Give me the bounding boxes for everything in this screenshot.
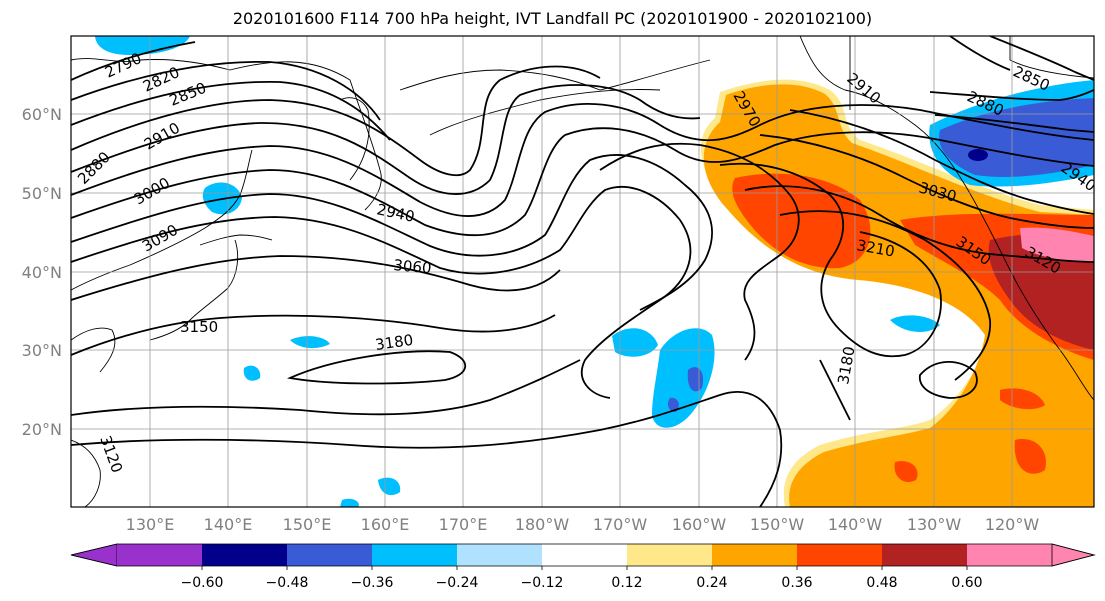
colorbar-swatch xyxy=(287,544,372,566)
colorbar-swatch xyxy=(542,544,627,566)
coastlines xyxy=(71,36,1094,507)
colorbar-swatch xyxy=(712,544,797,566)
colorbar-tick-label: 0.12 xyxy=(611,575,642,591)
colorbar-swatch xyxy=(202,544,287,566)
lat-label: 60°N xyxy=(22,105,62,124)
lon-label: 150°W xyxy=(750,515,805,534)
colorbar-tick-label: −0.36 xyxy=(351,575,394,591)
contour-label: 3060 xyxy=(393,256,433,277)
lon-label: 160°W xyxy=(672,515,727,534)
colorbar-swatch xyxy=(882,544,967,566)
colorbar-swatch xyxy=(967,544,1052,566)
colorbar-swatch xyxy=(797,544,882,566)
lon-label: 180°W xyxy=(515,515,570,534)
colorbar-tick-label: 0.60 xyxy=(951,575,982,591)
lon-label: 120°W xyxy=(985,515,1040,534)
contour-label: 3180 xyxy=(374,331,414,354)
colorbar-tick-label: 0.24 xyxy=(696,575,727,591)
colorbar: −0.60 −0.48 −0.36 −0.24 −0.12 0.12 0.24 … xyxy=(70,543,1096,591)
lon-label: 170°E xyxy=(439,515,488,534)
lon-label: 130°E xyxy=(126,515,175,534)
lon-label: 140°E xyxy=(204,515,253,534)
colorbar-tick-label: −0.24 xyxy=(436,575,479,591)
colorbar-swatch xyxy=(372,544,457,566)
colorbar-tick-label: −0.48 xyxy=(266,575,309,591)
lon-label: 130°W xyxy=(907,515,962,534)
map-frame xyxy=(70,35,1095,508)
colorbar-extend-low xyxy=(70,543,118,567)
colorbar-tick-label: 0.36 xyxy=(781,575,812,591)
lon-labels: 130°E 140°E 150°E 160°E 170°E 180°W 170°… xyxy=(126,515,1040,534)
colorbar-tick-label: −0.60 xyxy=(181,575,224,591)
lat-label: 20°N xyxy=(22,420,62,439)
lat-label: 40°N xyxy=(22,263,62,282)
lon-label: 160°E xyxy=(361,515,410,534)
lon-label: 150°E xyxy=(283,515,332,534)
colorbar-extend-high xyxy=(1051,543,1096,567)
colorbar-swatch xyxy=(627,544,712,566)
map-title: 2020101600 F114 700 hPa height, IVT Land… xyxy=(232,9,873,28)
map-area: 2790 2820 2850 2880 2910 3000 3090 3150 … xyxy=(71,36,1094,507)
colorbar-swatch xyxy=(117,544,202,566)
colorbar-tick-label: 0.48 xyxy=(866,575,897,591)
colorbar-swatch xyxy=(457,544,542,566)
lat-labels: 60°N 50°N 40°N 30°N 20°N xyxy=(22,105,62,439)
colorbar-tick-label: −0.12 xyxy=(521,575,564,591)
lon-label: 140°W xyxy=(828,515,883,534)
gridlines xyxy=(71,36,1094,507)
contour-label: 3150 xyxy=(180,318,218,336)
lon-label: 170°W xyxy=(593,515,648,534)
lat-label: 50°N xyxy=(22,184,62,203)
height-contours xyxy=(71,36,1094,507)
lat-label: 30°N xyxy=(22,341,62,360)
